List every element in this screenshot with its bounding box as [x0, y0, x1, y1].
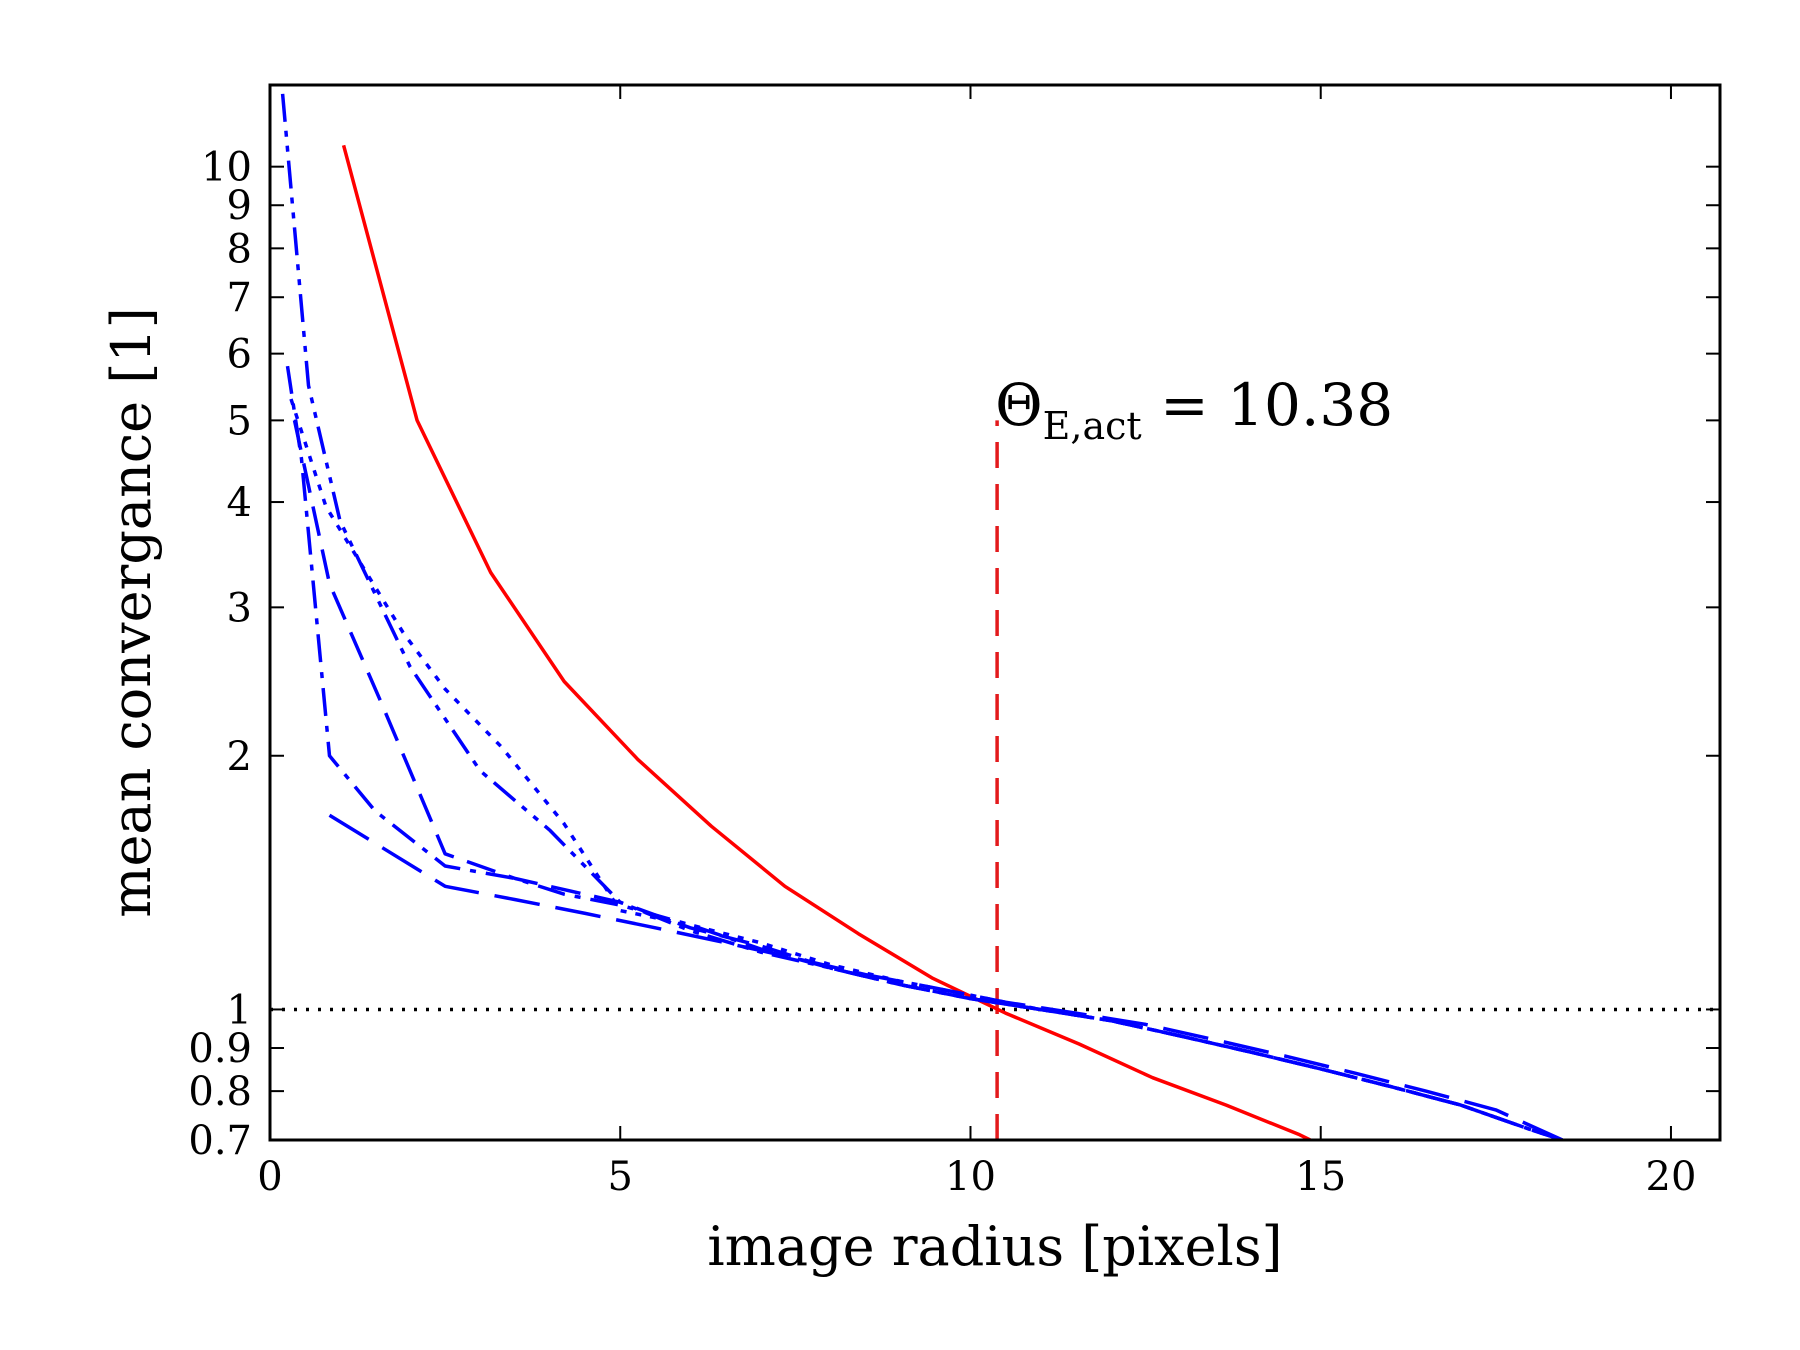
series-line-6 — [328, 813, 1564, 1140]
y-tick-label: 6 — [227, 332, 252, 378]
x-tick-label: 0 — [257, 1154, 282, 1200]
y-tick-label: 9 — [227, 183, 252, 229]
series-line-4 — [292, 420, 1563, 1140]
y-tick-label: 5 — [227, 398, 252, 444]
y-tick-label: 3 — [227, 585, 252, 631]
plot-frame — [268, 83, 1722, 1142]
x-tick-label: 20 — [1646, 1154, 1697, 1200]
series-line-2 — [280, 93, 1563, 1140]
x-tick-label: 10 — [945, 1154, 996, 1200]
annotation-subscript: E,act — [1043, 404, 1142, 448]
y-tick-label: 1 — [227, 987, 252, 1033]
series-line-5 — [289, 398, 1563, 1140]
y-axis-label: mean convergance [1] — [100, 307, 163, 918]
ticks — [269, 85, 1720, 1141]
y-tick-label: 8 — [227, 226, 252, 272]
annotation-value: = 10.38 — [1142, 371, 1394, 439]
y-tick-label: 0.7 — [188, 1118, 252, 1164]
annotation-symbol: Θ — [995, 371, 1043, 439]
plot-area — [268, 83, 1722, 1142]
y-tick-label: 7 — [227, 275, 252, 321]
series-line-1 — [341, 144, 1311, 1140]
x-axis-label: image radius [pixels] — [707, 1215, 1282, 1278]
x-tick-label: 15 — [1295, 1154, 1346, 1200]
y-tick-label: 0.8 — [188, 1069, 252, 1115]
y-tick-label: 4 — [227, 480, 252, 526]
series-line-3 — [285, 365, 1563, 1140]
einstein-radius-annotation: ΘE,act = 10.38 — [995, 371, 1393, 448]
y-tick-label: 0.9 — [188, 1026, 252, 1072]
reference-lines — [270, 420, 1720, 1140]
series-layer — [280, 93, 1564, 1140]
y-tick-label: 10 — [201, 145, 252, 191]
y-tick-label: 2 — [227, 734, 252, 780]
x-tick-label: 5 — [608, 1154, 633, 1200]
